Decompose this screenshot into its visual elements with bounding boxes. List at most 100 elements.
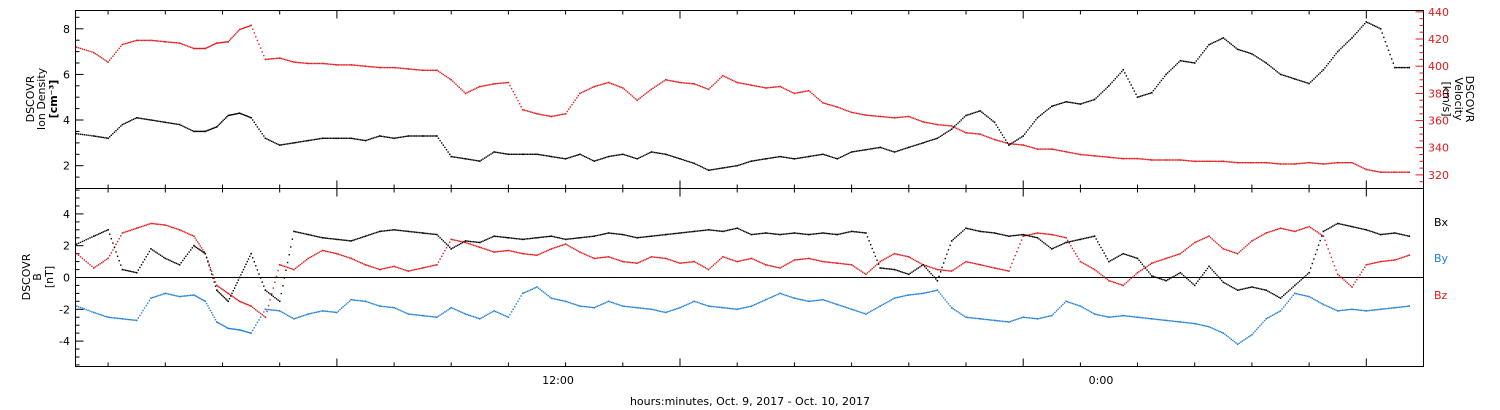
- by-series-sample: [1389, 307, 1391, 309]
- density-series-sample: [1055, 104, 1058, 106]
- bz-series-sample: [1038, 232, 1040, 234]
- density-series-sample: [510, 153, 513, 155]
- density-series-sample: [1257, 57, 1259, 59]
- bz-series-sample: [747, 258, 749, 260]
- bz-series-sample: [342, 255, 344, 257]
- velocity-series-sample: [525, 109, 527, 112]
- bz-series-sample: [833, 262, 835, 264]
- velocity-series-sample: [1254, 162, 1256, 164]
- bx-series-sample: [286, 261, 289, 264]
- by-series-sample: [992, 319, 994, 321]
- bz-series-sample: [361, 262, 363, 265]
- bx-series-sample: [920, 265, 923, 267]
- density-series-sample: [163, 121, 165, 123]
- density-series-sample: [218, 123, 220, 125]
- bz-series-sample: [374, 267, 376, 269]
- bx-series-sample: [1314, 253, 1317, 256]
- density-series-point: [507, 153, 510, 156]
- bx-series-sample: [223, 296, 226, 299]
- bz-series-sample: [997, 268, 999, 270]
- velocity-series-sample: [223, 41, 226, 43]
- density-series-sample: [890, 150, 892, 152]
- bx-series-point: [393, 229, 395, 231]
- bz-series-sample: [1267, 231, 1269, 234]
- bz-series-sample: [503, 250, 505, 252]
- bz-series-sample: [863, 272, 865, 274]
- bx-series-sample: [1278, 296, 1280, 298]
- by-series-sample: [1238, 342, 1240, 344]
- density-series-sample: [429, 135, 432, 137]
- velocity-series-sample: [591, 86, 594, 88]
- density-series-sample: [669, 155, 672, 157]
- by-series-sample: [1271, 314, 1274, 316]
- by-series-sample: [595, 306, 597, 308]
- bx-series-sample: [911, 271, 913, 273]
- bz-series-sample: [1325, 244, 1328, 246]
- bz-series-sample: [523, 253, 525, 255]
- velocity-series-sample: [757, 85, 759, 88]
- velocity-series-sample: [738, 82, 740, 84]
- density-series-point: [1051, 105, 1053, 108]
- by-series-sample: [1103, 315, 1105, 317]
- velocity-series-sample: [1319, 163, 1321, 165]
- density-series-sample: [520, 153, 522, 155]
- bx-series-sample: [884, 267, 886, 270]
- bz-series-point: [908, 256, 910, 258]
- bx-series-sample: [804, 233, 807, 235]
- density-series-sample: [418, 135, 421, 137]
- bz-series-sample: [666, 258, 668, 260]
- bx-series-sample: [1095, 238, 1097, 240]
- by-series-sample: [409, 313, 411, 315]
- bz-series-point: [278, 264, 281, 266]
- bz-series-sample: [299, 263, 301, 266]
- by-series-sample: [1074, 303, 1077, 306]
- bx-series-sample: [186, 253, 189, 255]
- by-series-sample: [228, 327, 231, 330]
- bz-series-sample: [110, 252, 112, 254]
- density-series-sample: [846, 153, 848, 155]
- bx-series-sample: [503, 236, 505, 238]
- density-series-sample: [477, 160, 479, 162]
- bz-series-sample: [1173, 255, 1175, 257]
- velocity-series-sample: [1341, 162, 1344, 164]
- velocity-series-sample: [1014, 143, 1016, 145]
- density-series-sample: [252, 119, 254, 121]
- velocity-series-sample: [1263, 162, 1266, 164]
- velocity-series-sample: [830, 104, 832, 106]
- by-series-sample: [534, 287, 537, 289]
- by-series-sample: [757, 302, 759, 304]
- bx-series-sample: [806, 233, 808, 236]
- velocity-series-sample: [590, 87, 592, 89]
- by-series-sample: [142, 309, 144, 312]
- bx-series-sample: [1155, 276, 1158, 279]
- bx-series-sample: [1082, 238, 1085, 240]
- bz-series-sample: [89, 264, 91, 266]
- velocity-series-sample: [785, 88, 788, 91]
- bz-series-sample: [1148, 264, 1150, 266]
- velocity-series-sample: [485, 84, 487, 87]
- velocity-series-sample: [1168, 159, 1170, 161]
- density-series-point: [204, 130, 207, 133]
- density-series-sample: [784, 156, 786, 158]
- velocity-series-sample: [202, 47, 204, 50]
- velocity-series-sample: [1027, 145, 1029, 148]
- density-series-point: [216, 126, 218, 128]
- density-series-sample: [110, 134, 112, 136]
- by-series-sample: [288, 315, 290, 317]
- density-series-sample: [1119, 72, 1121, 75]
- bx-series-sample: [1224, 282, 1226, 284]
- density-series-sample: [692, 162, 694, 164]
- bz-series-sample: [77, 254, 80, 256]
- by-series-sample: [758, 301, 761, 304]
- density-series-sample: [660, 152, 662, 155]
- bz-series-sample: [987, 265, 989, 268]
- density-series-sample: [642, 155, 645, 157]
- density-series-sample: [785, 156, 788, 159]
- density-series-sample: [398, 136, 400, 139]
- bz-series-sample: [245, 303, 247, 305]
- density-series-sample: [230, 114, 232, 116]
- velocity-series-sample: [417, 69, 419, 71]
- density-series-sample: [1227, 41, 1229, 43]
- by-series-sample: [728, 307, 730, 310]
- velocity-series-sample: [1403, 171, 1406, 173]
